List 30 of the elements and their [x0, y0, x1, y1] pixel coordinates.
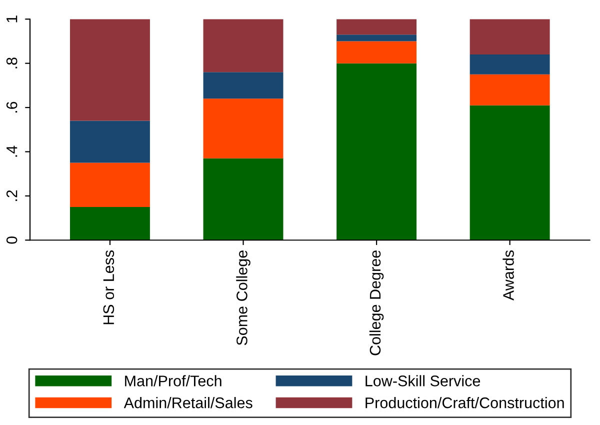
legend-label: Low-Skill Service: [366, 375, 480, 386]
bar: [470, 105, 550, 240]
bar: [203, 158, 284, 240]
bar: [70, 19, 150, 121]
bar: [203, 19, 284, 72]
y-tick-label: .8: [6, 58, 18, 68]
bar: [203, 72, 284, 99]
bar: [70, 206, 150, 240]
x-tick-label: Some College: [236, 250, 250, 346]
legend-label: Production/Craft/Construction: [366, 397, 564, 408]
y-tick-label: .2: [6, 190, 18, 201]
bar: [336, 34, 417, 42]
x-tick-label: College Degree: [369, 250, 384, 356]
legend-label: Man/Prof/Tech: [125, 375, 222, 386]
bar: [470, 19, 550, 54]
bar: [336, 41, 417, 64]
bar: [470, 74, 550, 106]
bar: [470, 54, 550, 74]
bar: [336, 19, 417, 35]
legend-label: Admin/Retail/Sales: [124, 397, 252, 408]
y-tick-label: 0: [6, 236, 18, 244]
bar: [70, 120, 150, 163]
y-tick-label: .4: [6, 146, 18, 157]
bar: [203, 98, 284, 158]
x-tick-label: Awards: [502, 250, 514, 300]
bar: [70, 162, 150, 207]
x-tick-label: HS or Less: [103, 250, 114, 324]
y-tick-label: 1: [6, 16, 18, 22]
bar: [336, 63, 417, 240]
y-tick-label: .6: [6, 102, 18, 112]
